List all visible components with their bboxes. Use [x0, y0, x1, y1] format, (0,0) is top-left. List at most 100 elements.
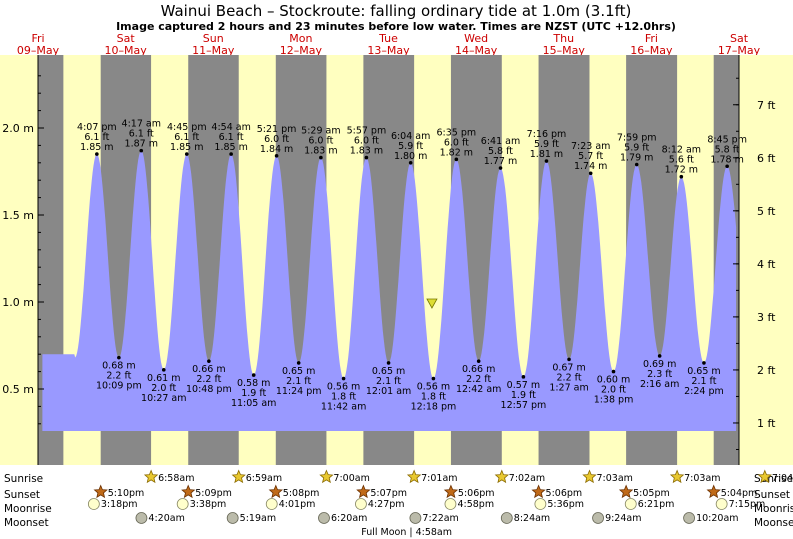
moonrise-row-label-left: Moonrise: [4, 503, 52, 515]
sunset-icon: [181, 484, 196, 499]
low-tide-m: 0.58 m: [237, 378, 270, 389]
sunrise-time: 7:03am: [684, 473, 720, 484]
right-tick-label: 5 ft: [757, 205, 776, 218]
low-tide-point: [567, 357, 571, 362]
low-tide-point: [521, 375, 526, 379]
high-tide-ft: 6.1 ft: [84, 132, 109, 143]
day-name: Tue: [378, 32, 398, 45]
moonset-time: 4:20am: [148, 513, 184, 524]
low-tide-ft: 2.3 ft: [647, 369, 672, 380]
low-tide-ft: 1.9 ft: [241, 388, 266, 399]
sunrise-time: 6:58am: [158, 473, 194, 484]
high-tide-time: 4:07 pm: [77, 122, 117, 133]
high-tide-point: [498, 166, 503, 170]
high-tide-point: [454, 157, 459, 162]
moonrise-icon: [176, 498, 189, 510]
sunset-time: 5:06pm: [546, 488, 583, 499]
moonset-icon: [409, 512, 422, 524]
sunrise-row-label-left: Sunrise: [4, 473, 43, 485]
moonset-time: 10:20am: [696, 513, 738, 524]
sunset-icon: [531, 484, 546, 499]
high-tide-point: [274, 154, 279, 158]
high-tide-m: 1.81 m: [530, 149, 563, 160]
low-tide-time: 2:24 pm: [684, 386, 724, 397]
high-tide-point: [319, 155, 323, 160]
sunrise-time: 7:01am: [421, 473, 457, 484]
low-tide-ft: 2.2 ft: [466, 374, 491, 385]
tide-area: [42, 150, 737, 431]
low-tide-ft: 1.8 ft: [331, 392, 356, 403]
low-tide-m: 0.68 m: [102, 361, 135, 372]
moonrise-time: 4:58pm: [457, 499, 494, 510]
left-tick-label: 0.5 m: [2, 383, 34, 396]
right-tick-label: 7 ft: [757, 99, 776, 112]
high-tide-m: 1.72 m: [665, 165, 698, 176]
day-name: Wed: [464, 32, 488, 45]
day-date: 15–May: [543, 44, 586, 57]
left-tick-label: 1.0 m: [2, 296, 34, 309]
sunrise-time: 7:03am: [596, 473, 632, 484]
day-date: 12–May: [280, 44, 323, 57]
day-date: 14–May: [455, 44, 498, 57]
low-tide-m: 0.66 m: [192, 364, 225, 375]
low-tide-time: 11:24 pm: [276, 386, 322, 397]
low-tide-time: 10:27 am: [141, 393, 186, 404]
sunrise-icon: [669, 469, 685, 484]
low-tide-point: [207, 359, 211, 363]
day-name: Fri: [31, 32, 44, 45]
low-tide-time: 12:57 pm: [501, 400, 547, 411]
day-name: Sat: [730, 32, 749, 45]
high-tide-m: 1.85 m: [80, 142, 113, 153]
high-tide-ft: 5.9 ft: [398, 141, 423, 152]
moonset-icon: [683, 512, 695, 524]
low-tide-point: [161, 368, 166, 372]
high-tide-time: 4:45 pm: [167, 122, 207, 133]
right-margin: [739, 55, 793, 465]
low-tide-ft: 2.2 ft: [196, 374, 221, 385]
sunset-time: 5:10pm: [108, 488, 145, 499]
high-tide-point: [544, 159, 549, 163]
high-tide-point: [679, 174, 684, 179]
left-margin: [0, 55, 38, 465]
moonset-icon: [592, 512, 604, 524]
high-tide-m: 1.87 m: [125, 139, 158, 150]
moonset-icon: [135, 512, 148, 524]
sunset-icon: [356, 484, 371, 499]
moonrise-time: 6:21pm: [638, 499, 675, 510]
low-tide-point: [341, 376, 346, 381]
low-tide-ft: 2.2 ft: [557, 372, 582, 383]
high-tide-point: [634, 162, 639, 167]
day-name: Mon: [289, 32, 312, 45]
low-tide-time: 12:01 am: [366, 386, 411, 397]
high-tide-point: [229, 152, 233, 156]
low-tide-m: 0.65 m: [282, 366, 315, 377]
low-tide-point: [431, 376, 436, 381]
high-tide-ft: 6.1 ft: [174, 132, 199, 143]
low-tide-ft: 1.9 ft: [511, 390, 536, 401]
right-tick-label: 6 ft: [757, 152, 776, 165]
moonset-time: 5:19am: [240, 513, 276, 524]
moonset-time: 6:20am: [331, 513, 367, 524]
low-tide-time: 10:09 pm: [96, 381, 142, 392]
day-name: Sun: [203, 32, 224, 45]
sunrise-icon: [231, 469, 246, 484]
low-tide-m: 0.65 m: [372, 366, 405, 377]
high-tide-ft: 5.8 ft: [715, 144, 740, 155]
high-tide-point: [95, 152, 99, 156]
high-tide-ft: 6.0 ft: [444, 137, 469, 148]
moonrise-icon: [624, 498, 637, 510]
sunrise-time: 7:00am: [333, 473, 369, 484]
moonset-row-label-right: Moonset: [754, 517, 793, 529]
right-tick-label: 2 ft: [757, 364, 776, 377]
sunset-time: 5:08pm: [283, 488, 320, 499]
sunrise-icon: [582, 469, 597, 484]
high-tide-time: 8:12 am: [662, 145, 701, 156]
high-tide-m: 1.85 m: [170, 142, 203, 153]
moonset-icon: [226, 512, 239, 524]
high-tide-time: 8:45 pm: [707, 134, 747, 145]
chart-subtitle: Image captured 2 hours and 23 minutes be…: [116, 20, 676, 33]
day-date: 10–May: [105, 44, 148, 57]
high-tide-time: 6:35 pm: [437, 127, 477, 138]
